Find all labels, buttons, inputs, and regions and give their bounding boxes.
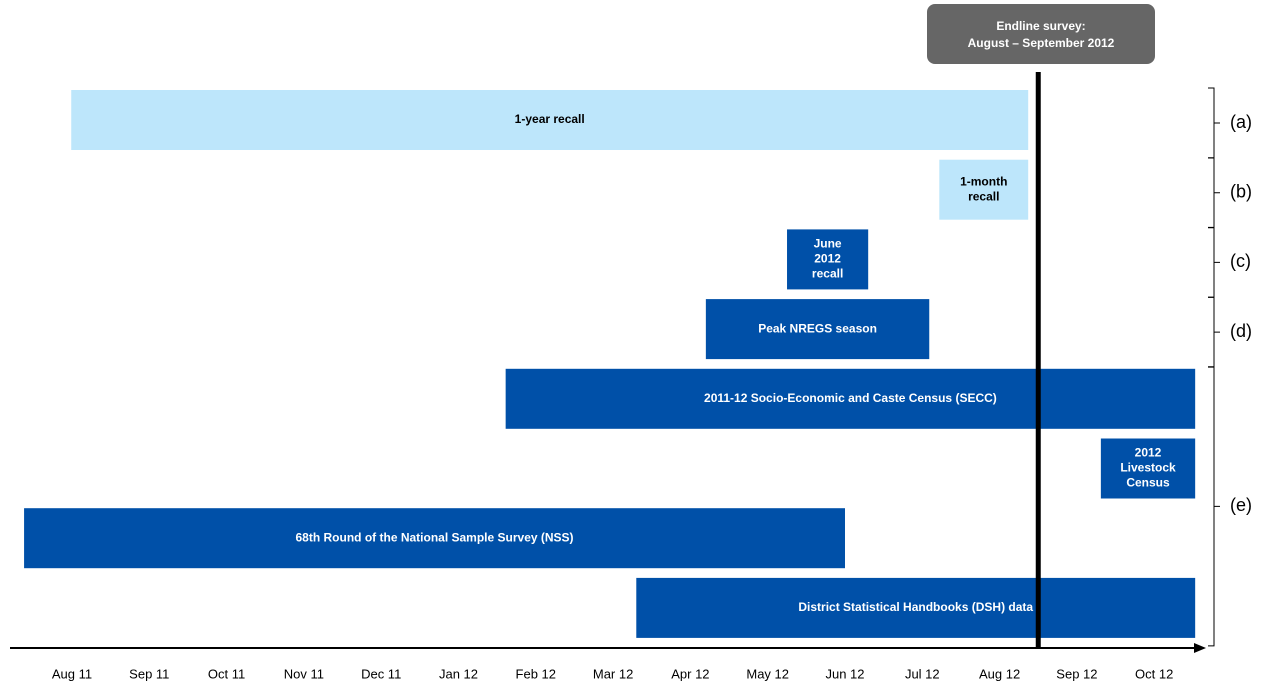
group-label: (d) bbox=[1230, 321, 1252, 341]
x-tick-label: Aug 11 bbox=[52, 666, 92, 681]
group-bracket bbox=[1208, 226, 1220, 298]
task-bar bbox=[71, 90, 1029, 150]
x-tick-label: Feb 12 bbox=[516, 666, 556, 681]
task-bar bbox=[939, 159, 1029, 220]
group-bracket bbox=[1208, 87, 1220, 159]
task-bar bbox=[24, 508, 846, 569]
x-tick-label: Jun 12 bbox=[825, 666, 864, 681]
marker-box bbox=[927, 4, 1155, 64]
task-label: 68th Round of the National Sample Survey… bbox=[296, 530, 574, 544]
marker-label: Endline survey: bbox=[996, 19, 1085, 33]
task-label: 2012 bbox=[814, 252, 841, 266]
task-label: 1-month bbox=[960, 174, 1007, 188]
group-bracket bbox=[1208, 157, 1220, 229]
x-tick-label: Jul 12 bbox=[905, 666, 940, 681]
x-tick-label: Mar 12 bbox=[593, 666, 633, 681]
task-label: 2012 bbox=[1135, 446, 1162, 460]
x-tick-label: Aug 12 bbox=[979, 666, 1020, 681]
marker-label: August – September 2012 bbox=[968, 36, 1115, 50]
task-label: 2011-12 Socio-Economic and Caste Census … bbox=[704, 391, 997, 405]
task-bar bbox=[636, 577, 1196, 638]
task-label: Census bbox=[1126, 476, 1170, 490]
x-tick-label: Oct 12 bbox=[1135, 666, 1173, 681]
task-label: Peak NREGS season bbox=[758, 321, 877, 335]
group-label: (b) bbox=[1230, 181, 1252, 201]
x-tick-label: May 12 bbox=[746, 666, 789, 681]
task-bar bbox=[505, 368, 1196, 429]
task-bar bbox=[1100, 438, 1196, 499]
x-tick-label: Sep 12 bbox=[1056, 666, 1097, 681]
x-tick-label: Apr 12 bbox=[671, 666, 709, 681]
task-bar bbox=[787, 229, 869, 290]
x-tick-label: Dec 11 bbox=[361, 666, 401, 681]
x-tick-label: Oct 11 bbox=[208, 666, 245, 681]
group-bracket bbox=[1208, 296, 1220, 368]
group-label: (a) bbox=[1230, 112, 1252, 132]
x-tick-label: Sep 11 bbox=[129, 666, 169, 681]
group-label: (c) bbox=[1230, 251, 1251, 271]
task-label: 1-year recall bbox=[515, 112, 585, 126]
x-tick-label: Nov 11 bbox=[284, 666, 324, 681]
task-bar bbox=[705, 299, 930, 360]
task-label: recall bbox=[968, 189, 999, 203]
task-label: recall bbox=[812, 267, 843, 281]
x-axis-arrow bbox=[1194, 643, 1206, 653]
task-label: District Statistical Handbooks (DSH) dat… bbox=[798, 600, 1033, 614]
group-bracket bbox=[1208, 366, 1220, 647]
task-label: Livestock bbox=[1120, 461, 1176, 475]
task-label: June bbox=[814, 237, 842, 251]
x-tick-label: Jan 12 bbox=[439, 666, 478, 681]
group-label: (e) bbox=[1230, 495, 1252, 515]
